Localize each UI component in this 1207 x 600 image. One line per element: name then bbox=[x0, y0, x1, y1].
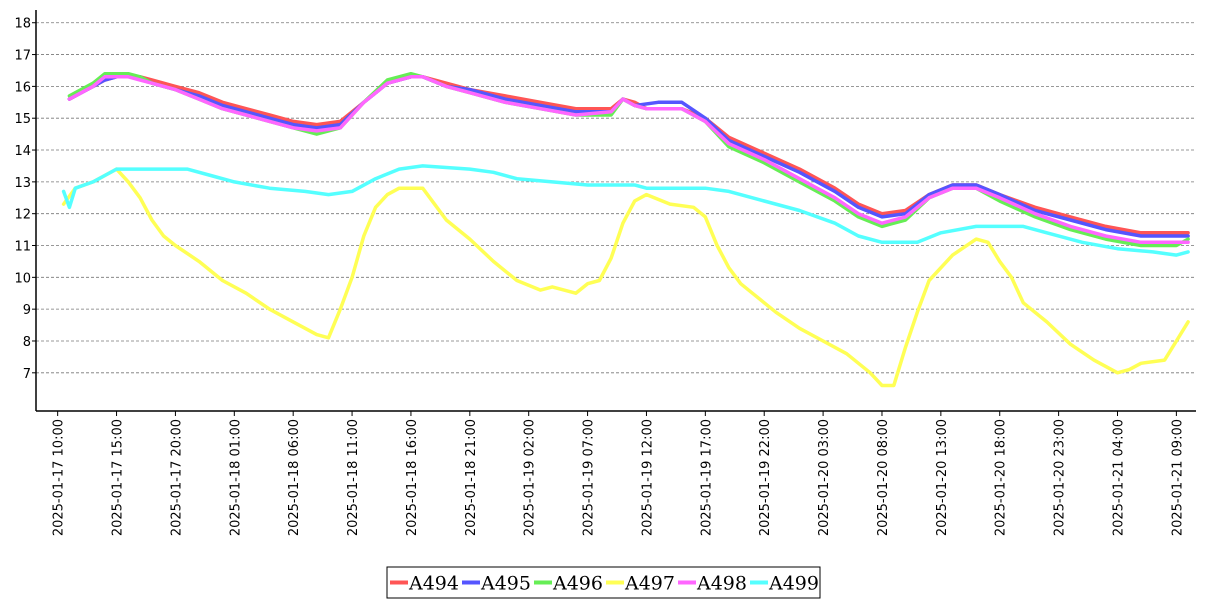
y-tick-label: 17 bbox=[14, 49, 31, 64]
x-tick-label: 2025-01-21 04:00 bbox=[1111, 419, 1126, 536]
x-tick-label: 2025-01-17 20:00 bbox=[169, 419, 184, 536]
legend-label: A495 bbox=[480, 573, 531, 595]
x-axis-ticks: 2025-01-17 10:00 2025-01-17 15:00 2025-01-… bbox=[52, 411, 1185, 536]
x-tick-label: 2025-01-18 01:00 bbox=[228, 419, 243, 536]
y-tick-label: 13 bbox=[14, 176, 31, 191]
series-line-a499 bbox=[61, 164, 1190, 257]
y-axis-ticks: 7 8 9 10 11 12 13 14 15 16 17 18 bbox=[14, 17, 36, 382]
legend-frame bbox=[386, 566, 821, 599]
x-tick-label: 2025-01-20 23:00 bbox=[1053, 419, 1068, 536]
grid-lines bbox=[36, 22, 1196, 374]
y-tick-label: 10 bbox=[14, 271, 31, 286]
x-tick-label: 2025-01-18 21:00 bbox=[464, 419, 479, 536]
x-tick-label: 2025-01-20 18:00 bbox=[994, 419, 1009, 536]
series-lines bbox=[61, 71, 1190, 388]
x-tick-label: 2025-01-19 22:00 bbox=[758, 419, 773, 536]
x-tick-label: 2025-01-19 07:00 bbox=[582, 419, 597, 536]
y-tick-label: 15 bbox=[14, 112, 31, 127]
y-tick-label: 8 bbox=[23, 335, 31, 350]
legend-label: A496 bbox=[552, 573, 603, 595]
x-tick-label: 2025-01-19 17:00 bbox=[699, 419, 714, 536]
y-tick-label: 18 bbox=[14, 17, 31, 32]
x-tick-label: 2025-01-20 03:00 bbox=[817, 419, 832, 536]
x-tick-label: 2025-01-17 10:00 bbox=[52, 419, 67, 536]
y-tick-label: 12 bbox=[14, 208, 31, 223]
legend-label: A499 bbox=[768, 573, 819, 595]
x-tick-label: 2025-01-20 08:00 bbox=[876, 419, 891, 536]
legend-label: A494 bbox=[408, 573, 459, 595]
legend-label: A498 bbox=[696, 573, 747, 595]
y-tick-label: 16 bbox=[14, 80, 31, 95]
y-tick-label: 9 bbox=[23, 303, 31, 318]
x-tick-label: 2025-01-21 09:00 bbox=[1170, 419, 1185, 536]
series-line-a498 bbox=[67, 75, 1190, 245]
x-tick-label: 2025-01-19 02:00 bbox=[523, 419, 538, 536]
legend: A494 A495 A496 A497 A498 A499 bbox=[386, 566, 821, 599]
y-tick-label: 7 bbox=[23, 367, 31, 382]
x-tick-label: 2025-01-18 11:00 bbox=[346, 419, 361, 536]
y-tick-label: 14 bbox=[14, 144, 31, 159]
x-tick-label: 2025-01-20 13:00 bbox=[935, 419, 950, 536]
y-tick-label: 11 bbox=[14, 240, 31, 255]
x-tick-label: 2025-01-19 12:00 bbox=[640, 419, 655, 536]
x-tick-label: 2025-01-18 16:00 bbox=[405, 419, 420, 536]
legend-label: A497 bbox=[624, 573, 675, 595]
series-line-a497 bbox=[61, 167, 1190, 388]
x-tick-label: 2025-01-18 06:00 bbox=[287, 419, 302, 536]
x-tick-label: 2025-01-17 15:00 bbox=[111, 419, 126, 536]
